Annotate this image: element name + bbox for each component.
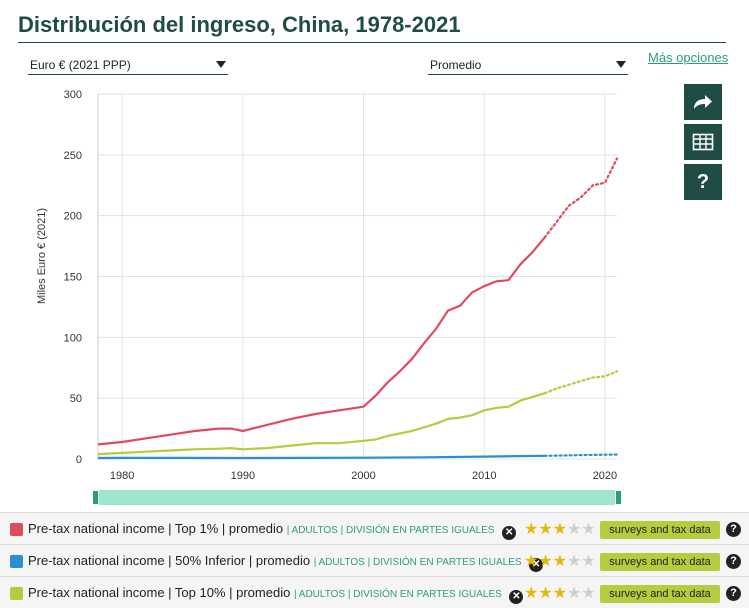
slider-handle-end[interactable] xyxy=(615,490,622,505)
share-icon xyxy=(694,95,712,109)
page-title: Distribución del ingreso, China, 1978-20… xyxy=(18,12,461,37)
more-options-link[interactable]: Más opciones xyxy=(648,50,729,65)
legend-row-top10: Pre-tax national income | Top 10% | prom… xyxy=(0,576,749,608)
series-line-estimate-top10 xyxy=(543,370,619,395)
y-tick-label: 300 xyxy=(64,89,82,101)
legend-row-bottom50: Pre-tax national income | 50% Inferior |… xyxy=(0,544,749,576)
slider-handle-start[interactable] xyxy=(92,490,99,505)
star-empty-icon: ★★ xyxy=(567,585,596,602)
y-tick-label: 250 xyxy=(64,150,82,162)
chevron-down-icon xyxy=(216,61,226,68)
star-empty-icon: ★★ xyxy=(567,521,596,538)
y-tick-label: 150 xyxy=(64,272,82,284)
quality-stars: ★★★★★ xyxy=(524,519,596,539)
close-icon[interactable]: ✕ xyxy=(529,558,544,572)
star-filled-icon: ★★★ xyxy=(524,585,568,602)
star-filled-icon: ★★★ xyxy=(524,521,568,538)
legend-label-tags: | ADULTOS | DIVISIÓN EN PARTES IGUALES xyxy=(286,525,495,536)
y-tick-label: 200 xyxy=(64,211,82,223)
source-badge[interactable]: surveys and tax data xyxy=(600,553,720,571)
y-tick-label: 0 xyxy=(76,454,82,466)
x-tick-label: 2000 xyxy=(351,470,375,482)
legend-label: Pre-tax national income | Top 10% | prom… xyxy=(28,585,524,604)
legend-label-tags: | ADULTOS | DIVISIÓN EN PARTES IGUALES xyxy=(293,589,502,600)
close-icon[interactable]: ✕ xyxy=(509,590,524,604)
quality-stars: ★★★★★ xyxy=(524,583,596,603)
currency-select[interactable]: Euro € (2021 PPP) xyxy=(28,55,228,75)
currency-select-value: Euro € (2021 PPP) xyxy=(30,58,131,72)
y-tick-label: 50 xyxy=(70,393,82,405)
legend-swatch xyxy=(10,555,23,568)
series-line-top1 xyxy=(97,236,546,446)
legend-swatch xyxy=(10,587,23,600)
close-icon[interactable]: ✕ xyxy=(502,526,517,540)
help-icon: ? xyxy=(696,170,710,193)
series-line-estimate-top1 xyxy=(543,157,619,239)
star-filled-icon: ★★★ xyxy=(524,553,568,570)
x-tick-label: 1990 xyxy=(231,470,255,482)
title-divider xyxy=(18,42,726,43)
measure-select[interactable]: Promedio xyxy=(428,55,628,75)
legend-label-main: Pre-tax national income | 50% Inferior |… xyxy=(28,553,311,568)
chevron-down-icon xyxy=(616,61,626,68)
y-axis-ticks: 0 50 100 150 200 250 300 xyxy=(64,89,82,466)
star-empty-icon: ★★ xyxy=(567,553,596,570)
y-tick-label: 100 xyxy=(64,332,82,344)
series-line-estimate-bottom50 xyxy=(543,453,619,457)
help-icon[interactable]: ? xyxy=(726,586,741,601)
quality-stars: ★★★★★ xyxy=(524,551,596,571)
x-tick-label: 2010 xyxy=(472,470,496,482)
x-tick-label: 1980 xyxy=(110,470,134,482)
table-button[interactable] xyxy=(684,124,722,160)
measure-select-value: Promedio xyxy=(430,58,482,72)
y-axis-label: Miles Euro € (2021) xyxy=(36,208,48,304)
legend-label: Pre-tax national income | Top 1% | prome… xyxy=(28,521,517,540)
legend-label-main: Pre-tax national income | Top 1% | prome… xyxy=(28,521,284,536)
share-button[interactable] xyxy=(684,84,722,120)
legend-swatch xyxy=(10,523,23,536)
legend-label-tags: | ADULTOS | DIVISIÓN EN PARTES IGUALES xyxy=(313,557,522,568)
legend-label-main: Pre-tax national income | Top 10% | prom… xyxy=(28,585,291,600)
source-badge[interactable]: surveys and tax data xyxy=(600,585,720,603)
series-line-top10 xyxy=(97,392,545,456)
series-line-bottom50 xyxy=(97,454,545,460)
grid xyxy=(97,93,617,460)
legend-label: Pre-tax national income | 50% Inferior |… xyxy=(28,553,544,572)
source-badge[interactable]: surveys and tax data xyxy=(600,521,720,539)
help-icon[interactable]: ? xyxy=(726,522,741,537)
legend-row-top1: Pre-tax national income | Top 1% | prome… xyxy=(0,512,749,544)
table-icon xyxy=(692,133,714,151)
help-button[interactable]: ? xyxy=(684,164,722,200)
x-tick-label: 2020 xyxy=(593,470,617,482)
x-axis-ticks: 1980 1990 2000 2010 2020 xyxy=(110,470,617,482)
help-icon[interactable]: ? xyxy=(726,554,741,569)
year-range-slider[interactable] xyxy=(92,490,622,505)
legend: Pre-tax national income | Top 1% | prome… xyxy=(0,512,749,608)
series-lines xyxy=(97,157,619,460)
